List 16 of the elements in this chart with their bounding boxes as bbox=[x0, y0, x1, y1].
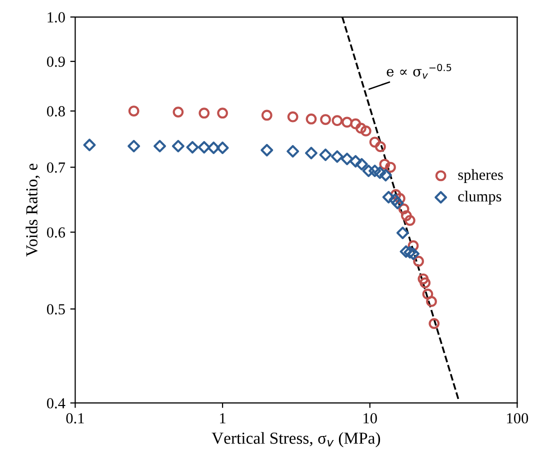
y-tick-label: 0.6 bbox=[46, 227, 66, 238]
y-tick-label: 0.8 bbox=[46, 106, 65, 117]
y-tick-label: 0.5 bbox=[46, 304, 65, 314]
x-tick-label: 100 bbox=[507, 413, 528, 424]
annotation: e ∝ σ$_{v}$$^{−0.5}$ bbox=[386, 64, 452, 79]
y-tick-label: 0.7 bbox=[46, 162, 66, 173]
y-tick-label: 1.0 bbox=[48, 12, 65, 23]
x-tick-label: 10 bbox=[364, 413, 377, 424]
legend-label: clumps bbox=[458, 190, 502, 205]
x-tick-label: 1 bbox=[220, 413, 226, 424]
y-axis-title: Voids Ratio, e bbox=[26, 164, 40, 257]
y-tick-label: 0.4 bbox=[46, 398, 66, 408]
x-axis-title: Vertical Stress, σ$_{v}$ (MPa) bbox=[212, 432, 380, 448]
y-tick-label: 0.9 bbox=[46, 56, 65, 67]
legend-label: spheres bbox=[458, 169, 503, 184]
x-tick-label: 0.1 bbox=[66, 413, 84, 424]
